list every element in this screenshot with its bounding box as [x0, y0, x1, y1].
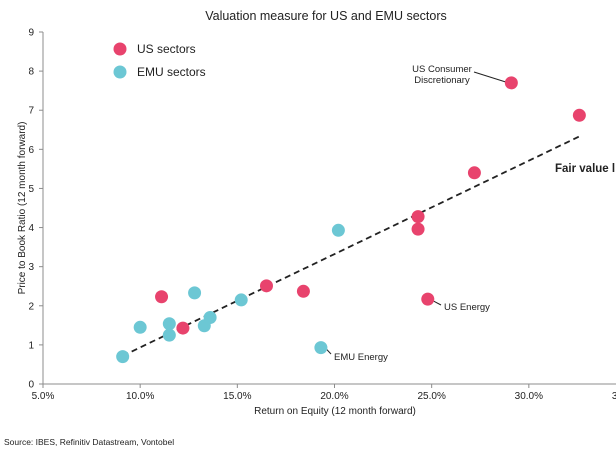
us-sector-point: [467, 166, 481, 180]
us-sector-point: [296, 284, 310, 298]
fair-value-label: Fair value l: [555, 163, 615, 175]
y-tick-label: 3: [28, 262, 34, 273]
y-tick-label: 4: [28, 223, 34, 234]
annotation-leaders: [326, 71, 506, 355]
y-axis-label: Price to Book Ratio (12 month forward): [17, 122, 28, 295]
emu-sector-point: [162, 328, 176, 342]
annotation-us-consumer-discretionary: Discretionary: [414, 75, 470, 86]
y-tick-label: 9: [28, 28, 34, 39]
emu-sector-point: [203, 311, 217, 325]
chart-title: Valuation measure for US and EMU sectors: [205, 9, 447, 23]
y-tick-label: 6: [28, 145, 34, 156]
x-axis-label: Return on Equity (12 month forward): [254, 406, 416, 417]
y-tick-label: 7: [28, 106, 34, 117]
annotation-leader: [433, 300, 442, 306]
emu-sector-point: [188, 286, 202, 300]
emu-sector-point: [162, 317, 176, 331]
y-axis-ticks: 0 1 2 3 4 5 6 7 8 9: [28, 28, 43, 391]
x-tick-label: 35.0%: [612, 391, 616, 402]
x-tick-label: 5.0%: [32, 391, 55, 402]
annotation-leader: [326, 349, 332, 355]
annotation-us-energy: US Energy: [444, 302, 490, 313]
emu-sector-point: [331, 223, 345, 237]
us-sector-point: [411, 210, 425, 224]
y-tick-label: 2: [28, 301, 34, 312]
x-tick-label: 20.0%: [320, 391, 348, 402]
legend-label-emu: EMU sectors: [137, 65, 206, 79]
x-tick-label: 10.0%: [126, 391, 154, 402]
legend-marker-us: [113, 42, 127, 56]
emu-sector-point: [314, 341, 328, 355]
emu-sector-point: [133, 320, 147, 334]
legend-label-us: US sectors: [137, 42, 196, 56]
us-sector-point: [176, 321, 190, 335]
y-tick-label: 8: [28, 67, 34, 78]
us-sector-point: [572, 108, 586, 122]
legend-marker-emu: [113, 65, 127, 79]
x-tick-label: 25.0%: [417, 391, 445, 402]
us-sector-point: [504, 76, 518, 90]
us-sector-point: [421, 292, 435, 306]
us-sector-point: [259, 279, 273, 293]
legend: US sectors EMU sectors: [113, 42, 206, 79]
emu-sector-point: [116, 350, 130, 364]
annotation-us-consumer-discretionary: US Consumer: [412, 64, 472, 75]
us-sector-point: [155, 290, 169, 304]
y-tick-label: 5: [28, 184, 34, 195]
x-tick-label: 15.0%: [223, 391, 251, 402]
y-tick-label: 1: [28, 340, 34, 351]
x-tick-label: 30.0%: [515, 391, 543, 402]
annotation-emu-energy: EMU Energy: [334, 352, 388, 363]
source-note: Source: IBES, Refinitiv Datastream, Vont…: [4, 437, 175, 447]
data-points: [116, 76, 586, 364]
annotation-leader: [473, 71, 506, 83]
y-tick-label: 0: [28, 380, 34, 391]
fair-value-trendline: [122, 135, 580, 357]
x-axis-ticks: 5.0% 10.0% 15.0% 20.0% 25.0% 30.0% 35.0%: [32, 384, 616, 402]
us-sector-point: [411, 222, 425, 236]
emu-sector-point: [234, 293, 248, 307]
